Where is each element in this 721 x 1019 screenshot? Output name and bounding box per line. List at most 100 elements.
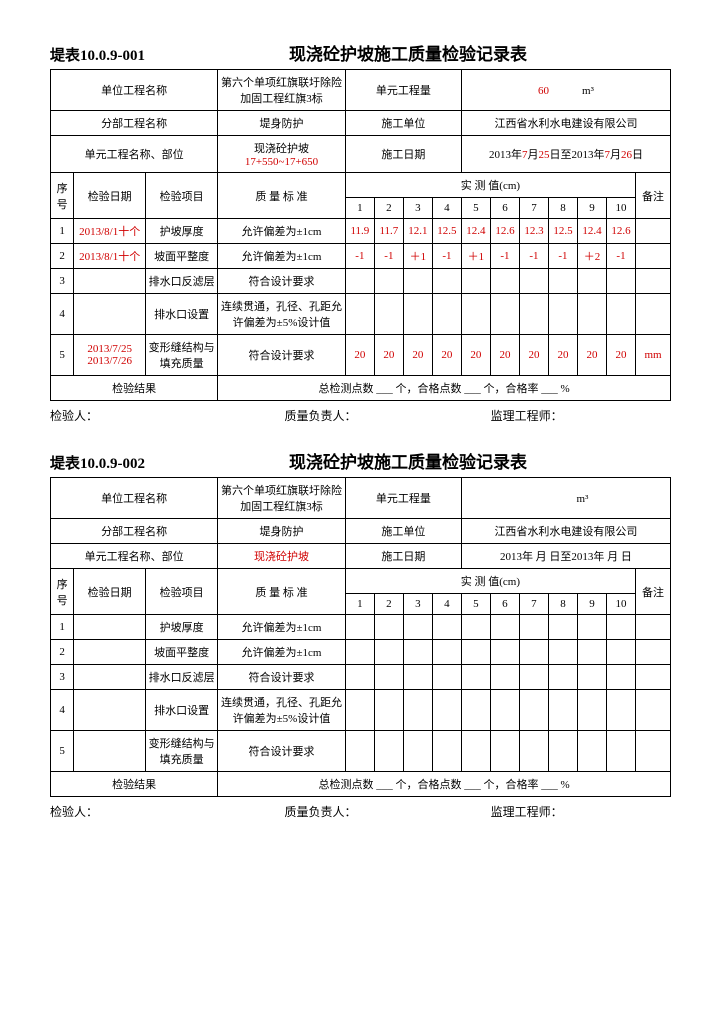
label-construction-date: 施工日期	[345, 544, 461, 569]
row-seq: 4	[51, 294, 74, 335]
col-measure-num: 5	[461, 198, 490, 219]
measure-cell	[345, 731, 374, 772]
value-unit-qty: 60 m³	[461, 70, 670, 111]
measure-cell: 11.7	[374, 219, 403, 244]
row-date: 2013/7/252013/7/26	[74, 335, 146, 376]
row-item: 排水口反滤层	[146, 269, 218, 294]
measure-cell	[461, 731, 490, 772]
signatures: 检验人： 质量负责人： 监理工程师：	[50, 803, 671, 820]
col-measure-num: 1	[345, 198, 374, 219]
measure-cell: 12.6	[490, 219, 519, 244]
measure-cell	[606, 615, 635, 640]
row-note: mm	[636, 335, 671, 376]
row-item: 护坡厚度	[146, 219, 218, 244]
row-std: 符合设计要求	[218, 731, 346, 772]
row-seq: 2	[51, 640, 74, 665]
inspection-table: 单位工程名称 第六个单项红旗联圩除险加固工程红旗3标 单元工程量 m³ 分部工程…	[50, 477, 671, 797]
col-seq: 序号	[51, 173, 74, 219]
label-unit-part: 单元工程名称、部位	[51, 544, 218, 569]
form-code: 堤表10.0.9-002	[50, 452, 145, 473]
measure-cell: -1	[345, 244, 374, 269]
row-std: 允许偏差为±1cm	[218, 219, 346, 244]
measure-cell	[374, 269, 403, 294]
measure-cell: ＋1	[403, 244, 432, 269]
measure-cell	[519, 665, 548, 690]
row-item: 排水口设置	[146, 690, 218, 731]
signatures: 检验人： 质量负责人： 监理工程师：	[50, 407, 671, 424]
measure-cell	[403, 665, 432, 690]
measure-cell	[606, 731, 635, 772]
row-seq: 2	[51, 244, 74, 269]
col-measure-num: 8	[548, 594, 577, 615]
col-measure-num: 7	[519, 198, 548, 219]
inspection-table: 单位工程名称 第六个单项红旗联圩除险加固工程红旗3标 单元工程量 60 m³ 分…	[50, 69, 671, 401]
measure-cell	[577, 640, 606, 665]
measure-cell: 20	[577, 335, 606, 376]
label-sub-proj: 分部工程名称	[51, 111, 218, 136]
sig-supervisor: 监理工程师：	[411, 407, 671, 424]
measure-cell	[548, 640, 577, 665]
measure-cell	[374, 640, 403, 665]
measure-cell	[374, 731, 403, 772]
row-std: 连续贯通，孔径、孔距允许偏差为±5%设计值	[218, 690, 346, 731]
col-measure-num: 4	[432, 198, 461, 219]
measure-cell: -1	[374, 244, 403, 269]
row-std: 允许偏差为±1cm	[218, 640, 346, 665]
measure-cell	[432, 294, 461, 335]
value-unit-proj-name: 第六个单项红旗联圩除险加固工程红旗3标	[218, 70, 346, 111]
measure-cell	[432, 690, 461, 731]
col-measure-num: 6	[490, 198, 519, 219]
measure-cell: 20	[461, 335, 490, 376]
label-result: 检验结果	[51, 376, 218, 401]
row-date: 2013/8/1十个	[74, 244, 146, 269]
col-std: 质 量 标 准	[218, 569, 346, 615]
measure-cell	[432, 731, 461, 772]
row-date	[74, 640, 146, 665]
measure-cell	[577, 731, 606, 772]
measure-cell	[519, 640, 548, 665]
measure-cell	[403, 640, 432, 665]
measure-cell	[548, 690, 577, 731]
measure-cell: -1	[519, 244, 548, 269]
measure-cell	[403, 294, 432, 335]
measure-cell	[461, 269, 490, 294]
measure-cell	[490, 665, 519, 690]
value-sub-proj: 堤身防护	[218, 519, 346, 544]
col-measure-num: 9	[577, 198, 606, 219]
measure-cell	[519, 690, 548, 731]
measure-cell	[345, 615, 374, 640]
measure-cell: 20	[607, 335, 636, 376]
measure-cell	[461, 640, 490, 665]
row-item: 变形缝结构与填充质量	[146, 731, 218, 772]
measure-cell	[490, 615, 519, 640]
col-measure-num: 1	[345, 594, 374, 615]
measure-cell	[374, 294, 403, 335]
col-note: 备注	[635, 569, 670, 615]
label-unit-part: 单元工程名称、部位	[51, 136, 218, 173]
col-measure-num: 9	[577, 594, 606, 615]
measure-cell: -1	[490, 244, 519, 269]
sig-quality: 质量负责人：	[230, 803, 410, 820]
col-measure-num: 2	[374, 198, 403, 219]
measure-cell	[461, 690, 490, 731]
measure-cell	[519, 731, 548, 772]
form-title: 现浇砼护坡施工质量检验记录表	[145, 40, 671, 65]
measure-cell	[490, 690, 519, 731]
col-measure-num: 3	[403, 594, 432, 615]
col-measure-num: 6	[490, 594, 519, 615]
measure-cell	[606, 690, 635, 731]
row-date	[74, 665, 146, 690]
measure-cell: 20	[403, 335, 432, 376]
measure-cell	[374, 690, 403, 731]
measure-cell: -1	[607, 244, 636, 269]
row-std: 允许偏差为±1cm	[218, 615, 346, 640]
row-seq: 5	[51, 335, 74, 376]
value-constructor: 江西省水利水电建设有限公司	[461, 519, 670, 544]
row-item: 变形缝结构与填充质量	[146, 335, 218, 376]
label-unit-proj-name: 单位工程名称	[51, 70, 218, 111]
measure-cell	[577, 690, 606, 731]
measure-cell	[345, 665, 374, 690]
col-note: 备注	[636, 173, 671, 219]
label-sub-proj: 分部工程名称	[51, 519, 218, 544]
measure-cell	[607, 269, 636, 294]
